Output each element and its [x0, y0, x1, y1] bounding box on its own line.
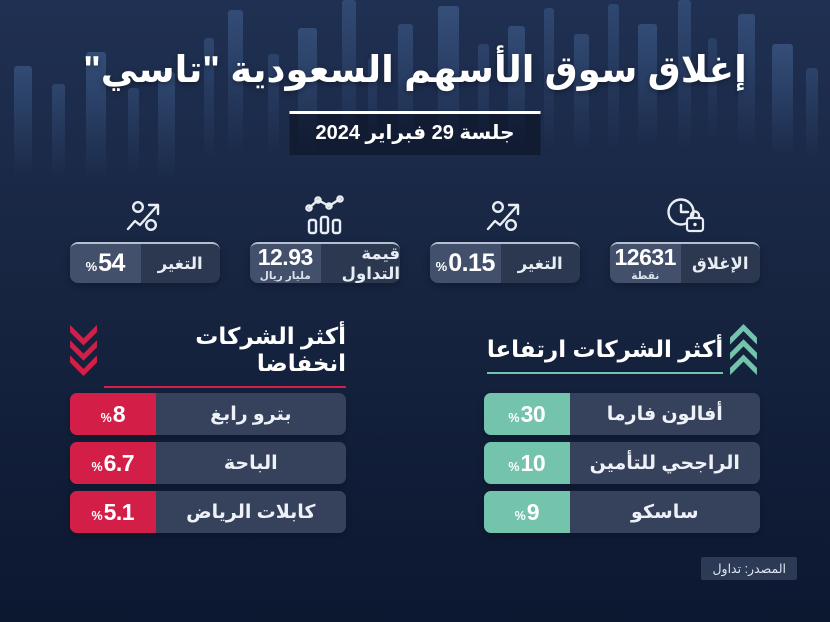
loser-row: كابلات الرياض % 5.1: [70, 491, 346, 533]
page-title: إغلاق سوق الأسهم السعودية "تاسي": [83, 49, 747, 90]
stat-label: قيمة التداول: [341, 244, 400, 283]
stat-value: 12.93 مليار ريال: [250, 244, 321, 283]
stat-box-change: التغير % 0.15: [430, 242, 580, 283]
top-gainers-header: أكثر الشركات ارتفاعا: [484, 323, 760, 382]
stat-change-yearly: التغير % 54: [70, 186, 220, 283]
stat-value: % 0.15: [430, 244, 501, 283]
loser-row: بترو رابغ % 8: [70, 393, 346, 435]
top-losers-title: أكثر الشركات انخفاضا: [104, 323, 346, 388]
market-stats-row: الإغلاق 12631 نقطة: [70, 186, 760, 283]
company-name: ساسكو: [631, 501, 699, 523]
triple-chevron-down-icon: [70, 324, 97, 381]
stat-box-change-2: التغير % 54: [70, 242, 220, 283]
top-losers-section: أكثر الشركات انخفاضا بترو رابغ: [70, 323, 346, 540]
company-name: كابلات الرياض: [186, 501, 316, 523]
stat-closing: الإغلاق 12631 نقطة: [610, 186, 760, 283]
change-chip: % 8: [70, 393, 156, 435]
stat-value: 12631 نقطة: [610, 244, 681, 283]
companies-sections: أكثر الشركات ارتفاعا أفالون فارما % 30 ال…: [70, 323, 760, 540]
change-chip: % 9: [484, 491, 570, 533]
change-chip: % 6.7: [70, 442, 156, 484]
stat-label: التغير: [157, 254, 203, 273]
stat-value: % 54: [70, 244, 141, 283]
loser-row: الباحة % 6.7: [70, 442, 346, 484]
change-chip: % 5.1: [70, 491, 156, 533]
stat-trading-value: قيمة التداول 12.93 مليار ريال: [250, 186, 400, 283]
gainer-row: ساسكو % 9: [484, 491, 760, 533]
stat-box-closing: الإغلاق 12631 نقطة: [610, 242, 760, 283]
company-name: أفالون فارما: [606, 403, 723, 425]
top-gainers-section: أكثر الشركات ارتفاعا أفالون فارما % 30 ال…: [484, 323, 760, 540]
company-name: الباحة: [223, 452, 278, 474]
percent-trend-icon: [123, 186, 167, 236]
triple-chevron-up-icon: [730, 323, 758, 381]
change-chip: % 10: [484, 442, 570, 484]
clock-lock-icon: [662, 186, 708, 236]
chart-bars-line-icon: [302, 186, 348, 236]
top-losers-header: أكثر الشركات انخفاضا: [70, 323, 346, 388]
stat-change-daily: التغير % 0.15: [430, 186, 580, 283]
change-chip: % 30: [484, 393, 570, 435]
stat-label: الإغلاق: [692, 254, 749, 273]
top-gainers-title: أكثر الشركات ارتفاعا: [486, 336, 724, 374]
stat-box-trading-value: قيمة التداول 12.93 مليار ريال: [250, 242, 400, 283]
company-name: الراجحي للتأمين: [589, 452, 740, 474]
gainer-row: أفالون فارما % 30: [484, 393, 760, 435]
company-name: بترو رابغ: [210, 403, 292, 425]
stat-label: التغير: [517, 254, 563, 273]
gainer-row: الراجحي للتأمين % 10: [484, 442, 760, 484]
percent-trend-icon: [483, 186, 527, 236]
session-date: جلسة 29 فبراير 2024: [289, 111, 541, 155]
source-credit: المصدر: تداول: [701, 557, 797, 580]
